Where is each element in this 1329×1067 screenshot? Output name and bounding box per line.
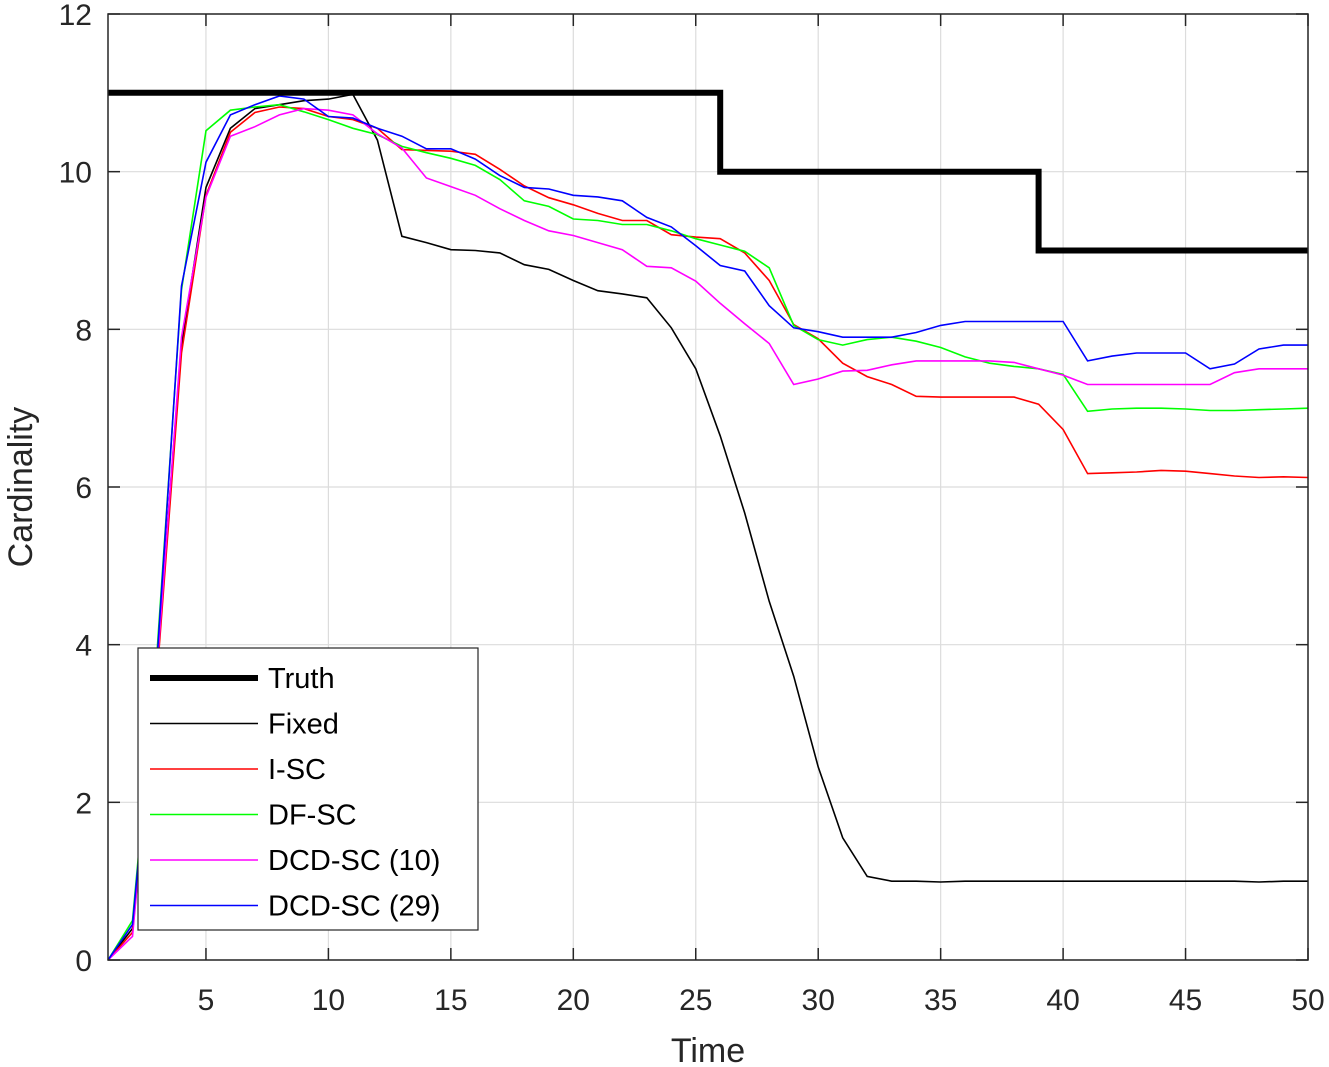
- x-tick-label: 30: [802, 984, 835, 1017]
- x-tick-label: 15: [434, 984, 467, 1017]
- y-tick-label: 0: [75, 945, 92, 978]
- legend-label-truth: Truth: [268, 663, 335, 695]
- legend-label-dcd-sc-10: DCD-SC (10): [268, 845, 440, 877]
- series-line-i-sc: [107, 106, 1309, 961]
- x-tick-label: 25: [679, 984, 712, 1017]
- y-tick-label: 12: [59, 0, 92, 32]
- x-tick-label: 40: [1046, 984, 1079, 1017]
- legend: Truth Fixed I-SC DF-SC DCD-SC (10) DCD-SC (29…: [137, 647, 479, 931]
- legend-label-df-sc: DF-SC: [268, 800, 357, 832]
- series-line-dcd-sc-10: [107, 107, 1308, 961]
- y-axis-label: Cardinality: [2, 407, 40, 568]
- series-line-fixed: [107, 93, 1308, 961]
- y-tick-label: 4: [75, 630, 92, 663]
- x-tick-label: 5: [198, 984, 215, 1017]
- y-tick-label: 6: [75, 472, 92, 505]
- x-tick-label: 10: [312, 984, 345, 1017]
- legend-box: [137, 647, 479, 931]
- series-line-truth: [108, 89, 1308, 254]
- legend-label-i-sc: I-SC: [268, 754, 326, 786]
- x-tick-label: 35: [924, 984, 957, 1017]
- x-tick-label: 20: [557, 984, 590, 1017]
- series-line-df-sc: [107, 103, 1309, 961]
- series-layer: [107, 89, 1309, 961]
- legend-label-fixed: Fixed: [268, 709, 339, 741]
- x-tick-label: 45: [1169, 984, 1202, 1017]
- x-tick-label: 50: [1291, 984, 1324, 1017]
- x-axis-label: Time: [671, 1032, 745, 1067]
- y-tick-label: 10: [59, 157, 92, 190]
- series-line-dcd-sc-29: [107, 95, 1308, 961]
- legend-label-dcd-sc-29: DCD-SC (29): [268, 891, 440, 923]
- y-tick-label: 8: [75, 314, 92, 347]
- y-tick-label: 2: [75, 787, 92, 820]
- ticks: 5 10 15 20 25 30 35 40 45 50 0 2 4 6 8 10 12: [59, 0, 1325, 1017]
